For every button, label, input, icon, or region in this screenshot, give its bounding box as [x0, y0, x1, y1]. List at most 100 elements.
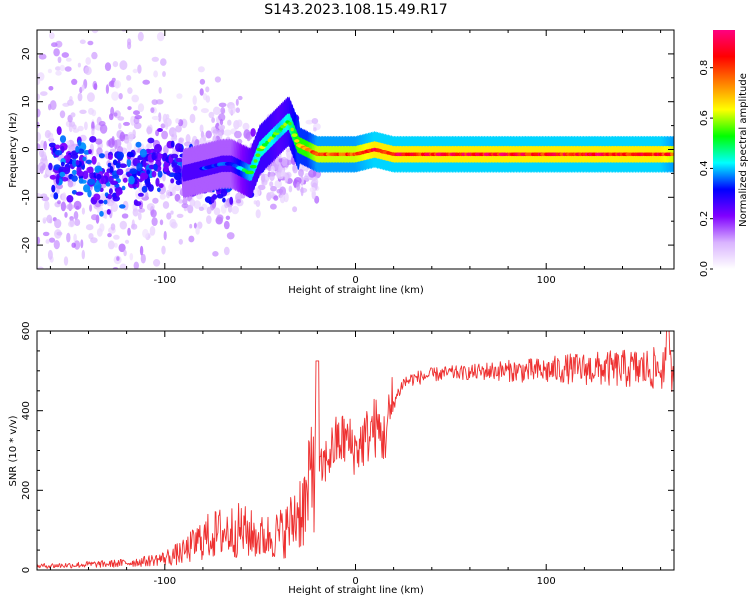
y-tick-label: 0	[21, 567, 32, 573]
clutter-blob	[110, 180, 118, 185]
noise-blob	[77, 92, 83, 102]
noise-blob	[199, 88, 204, 96]
noise-blob	[144, 283, 149, 290]
noise-blob	[39, 148, 45, 158]
clutter-blob	[140, 172, 146, 182]
noise-blob	[227, 119, 232, 126]
noise-blob	[49, 100, 57, 111]
noise-blob	[131, 94, 139, 103]
noise-blob	[129, 253, 134, 261]
noise-blob	[308, 169, 317, 178]
noise-blob	[87, 294, 90, 299]
noise-blob	[269, 172, 275, 182]
noise-blob	[55, 70, 62, 76]
clutter-blob	[71, 175, 78, 182]
clutter-blob	[126, 151, 134, 158]
noise-blob	[152, 197, 159, 204]
noise-blob	[227, 205, 233, 213]
noise-blob	[169, 181, 175, 189]
noise-blob	[37, 266, 44, 269]
noise-blob	[279, 186, 287, 196]
colorbar-tick-label: 0.0	[699, 261, 710, 277]
clutter-blob	[178, 148, 184, 153]
noise-blob	[220, 107, 226, 114]
noise-blob	[298, 163, 303, 169]
clutter-blob	[122, 177, 128, 183]
noise-blob	[73, 233, 77, 243]
noise-blob	[133, 261, 139, 269]
noise-blob	[192, 95, 197, 106]
clutter-blob	[157, 170, 163, 178]
clutter-blob	[158, 183, 164, 189]
noise-blob	[178, 137, 185, 143]
ridge-core	[253, 159, 258, 163]
noise-blob	[170, 136, 178, 142]
noise-blob	[86, 295, 92, 302]
ridge-core	[265, 140, 269, 145]
ridge-core	[288, 121, 292, 126]
noise-blob	[281, 156, 288, 167]
noise-blob	[235, 107, 240, 113]
noise-blob	[137, 103, 145, 112]
noise-blob	[51, 42, 58, 48]
clutter-blob	[115, 188, 121, 197]
clutter-blob	[101, 175, 105, 184]
y-tick-label: 10	[21, 95, 32, 108]
clutter-blob	[171, 162, 176, 168]
noise-blob	[65, 57, 72, 62]
noise-blob	[38, 53, 47, 60]
noise-blob	[119, 220, 128, 230]
y-tick-label: 0	[21, 146, 32, 152]
ridge-core	[595, 152, 599, 157]
clutter-blob	[152, 155, 157, 160]
noise-blob	[49, 134, 54, 143]
noise-blob	[112, 61, 119, 68]
colorbar: 0.0 0.2 0.4 0.6 0.8 Normalized spectral ampl…	[699, 30, 749, 277]
noise-blob	[211, 117, 216, 123]
noise-blob	[137, 31, 144, 42]
noise-blob	[182, 197, 188, 206]
ridge-core	[267, 138, 271, 143]
noise-blob	[67, 180, 74, 188]
noise-blob	[185, 134, 191, 144]
noise-blob	[237, 95, 243, 101]
x-tick-label: 0	[352, 576, 358, 587]
noise-blob	[150, 209, 157, 218]
noise-blob	[162, 201, 170, 209]
noise-blob	[91, 51, 98, 60]
clutter-blob	[88, 149, 92, 155]
noise-blob	[151, 99, 158, 105]
noise-blob	[85, 57, 91, 65]
noise-blob	[81, 293, 89, 297]
noise-blob	[113, 234, 120, 240]
noise-blob	[205, 86, 210, 93]
noise-blob	[284, 173, 289, 182]
clutter-blob	[107, 193, 113, 200]
ridge-core	[503, 152, 507, 157]
noise-blob	[121, 213, 129, 219]
noise-blob	[110, 106, 115, 117]
noise-blob	[305, 119, 314, 125]
noise-blob	[189, 223, 193, 229]
clutter-blob	[76, 170, 85, 177]
noise-blob	[236, 119, 243, 128]
clutter-blob	[72, 169, 77, 176]
noise-blob	[137, 64, 142, 74]
noise-blob	[163, 230, 167, 241]
noise-blob	[104, 62, 112, 71]
clutter-blob	[134, 201, 142, 207]
noise-blob	[124, 239, 130, 244]
clutter-blob	[116, 168, 124, 176]
noise-blob	[170, 210, 174, 215]
clutter-blob	[107, 154, 113, 160]
noise-blob	[111, 77, 116, 82]
clutter-blob	[77, 139, 82, 147]
spectrogram-heatmap	[37, 30, 674, 302]
noise-blob	[246, 134, 251, 142]
noise-blob	[68, 220, 75, 228]
noise-blob	[67, 99, 74, 106]
noise-blob	[135, 190, 140, 198]
clutter-blob	[136, 162, 143, 172]
